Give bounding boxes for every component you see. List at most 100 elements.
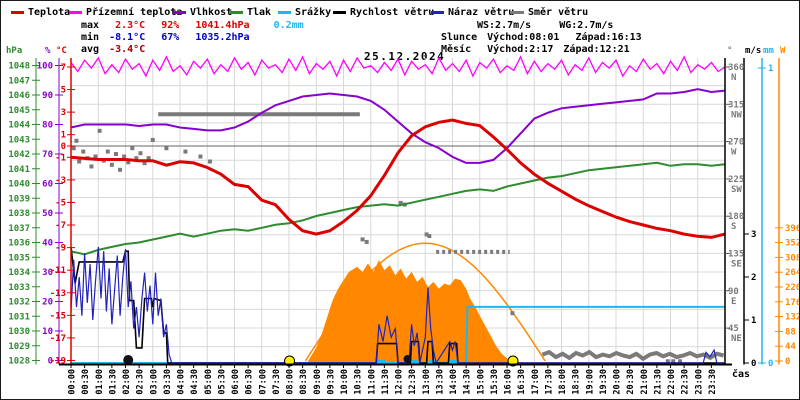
legend-item: Směr větru bbox=[511, 6, 588, 18]
axis-tick-label: 176 bbox=[785, 298, 799, 308]
wind-direction-point bbox=[164, 146, 169, 151]
legend-label: Přízemní teplota bbox=[86, 6, 183, 18]
time-tick-label: 22:30 bbox=[681, 369, 691, 395]
wind-direction-point bbox=[146, 156, 151, 161]
min-temp: -8.1°C bbox=[109, 32, 146, 43]
axis-tick-label: -1 bbox=[55, 153, 66, 163]
axis-tick-label: 315 bbox=[728, 100, 744, 110]
naraz-color-dash bbox=[431, 10, 444, 14]
moon-label: Měsíc bbox=[441, 44, 472, 55]
max-temp: 2.3°C bbox=[115, 20, 146, 31]
min-pressure: 1035.2hPa bbox=[195, 32, 250, 43]
axis-tick-label: 132 bbox=[785, 313, 799, 323]
max-humidity: 92% bbox=[161, 20, 180, 31]
axis-tick-label: °C bbox=[56, 46, 67, 56]
axis-tick-label: 1042 bbox=[8, 150, 30, 160]
sunset-time: Západ:16:13 bbox=[575, 32, 642, 43]
axis-tick-label: 0 bbox=[61, 142, 66, 152]
axis-tick-label: -17 bbox=[50, 334, 66, 344]
time-tick-label: 04:00 bbox=[177, 369, 187, 395]
time-tick-label: 08:30 bbox=[299, 369, 309, 395]
legend-item: Vlhkost bbox=[173, 6, 232, 18]
moonset-time: Západ:12:21 bbox=[563, 44, 630, 55]
wind-gust-max: WG:2.7m/s bbox=[559, 20, 614, 31]
wind-direction-point bbox=[74, 138, 79, 143]
legend-item: Rychlost větru bbox=[333, 6, 434, 18]
axis-tick-label: ° bbox=[727, 46, 732, 56]
axis-tick-label: -5 bbox=[55, 198, 66, 208]
time-tick-label: 05:00 bbox=[204, 369, 214, 395]
time-tick-label: 14:00 bbox=[449, 369, 459, 395]
axis-tick-label: 10 bbox=[42, 327, 53, 337]
axis-tick-label: 3 bbox=[751, 230, 756, 240]
legend-label: Vlhkost bbox=[190, 6, 233, 18]
time-tick-label: 01:30 bbox=[108, 369, 118, 395]
time-tick-label: 19:30 bbox=[599, 369, 609, 395]
legend-label: Náraz větru bbox=[448, 6, 515, 18]
axis-tick-label: 352 bbox=[785, 239, 799, 249]
axis-tick-label: 1044 bbox=[8, 121, 30, 131]
axis-tick-label: 50 bbox=[42, 209, 53, 219]
axis-tick-label: 1035 bbox=[8, 253, 30, 263]
stats-min-row: min -8.1°C 67% 1035.2hPa bbox=[81, 32, 250, 43]
time-tick-label: 21:00 bbox=[640, 369, 650, 395]
wind-direction-point bbox=[138, 151, 143, 156]
axis-tick-label: -19 bbox=[50, 357, 66, 367]
wind-direction-point bbox=[183, 149, 188, 154]
axis-tick-label: S bbox=[731, 222, 736, 232]
wind-speed-max: WS:2.7m/s bbox=[477, 20, 532, 31]
axis-tick-label: 7 bbox=[61, 63, 66, 73]
time-tick-label: 21:30 bbox=[653, 369, 663, 395]
time-tick-label: 16:00 bbox=[504, 369, 514, 395]
sun-label: Slunce bbox=[441, 32, 478, 43]
legend-item: Přízemní teplota bbox=[69, 6, 182, 18]
moonset-marker bbox=[403, 355, 412, 363]
wind-direction-point bbox=[364, 239, 369, 244]
rychlost-color-dash bbox=[333, 10, 346, 14]
axis-tick-label: 2 bbox=[751, 273, 756, 283]
axis-tick-label: 1029 bbox=[8, 342, 30, 352]
date-title: 25.12.2024 bbox=[364, 50, 446, 63]
wind-direction-point bbox=[89, 164, 94, 169]
time-tick-label: 16:30 bbox=[517, 369, 527, 395]
max-pressure: 1041.4hPa bbox=[195, 20, 250, 31]
axis-tick-label: -11 bbox=[50, 266, 66, 276]
legend-label: Rychlost větru bbox=[350, 6, 435, 18]
wind-direction-point bbox=[398, 200, 403, 205]
wind-direction-point bbox=[427, 234, 432, 239]
time-tick-label: 09:00 bbox=[313, 369, 323, 395]
avg-temp: -3.4°C bbox=[109, 44, 146, 55]
vlhkost-color-dash bbox=[173, 10, 186, 14]
axis-tick-label: 220 bbox=[785, 283, 799, 293]
wind-direction-point bbox=[665, 359, 670, 364]
min-label: min bbox=[81, 32, 100, 43]
time-tick-label: 17:30 bbox=[544, 369, 554, 395]
time-tick-label: 18:00 bbox=[558, 369, 568, 395]
legend-item: Tlak bbox=[230, 6, 271, 18]
axis-tick-label: 1039 bbox=[8, 194, 30, 204]
axis-tick-label: m/s bbox=[745, 46, 761, 56]
smer-color-dash bbox=[511, 10, 524, 14]
axis-tick-label: 0 bbox=[768, 359, 773, 369]
axis-tick-label: 1048 bbox=[8, 62, 30, 72]
time-tick-label: 13:00 bbox=[422, 369, 432, 395]
sun-info: Slunce Východ:08:01 Západ:16:13 bbox=[441, 32, 642, 43]
time-axis-label: čas bbox=[732, 369, 751, 380]
axis-tick-label: 40 bbox=[42, 239, 53, 249]
axis-tick-label: mm bbox=[763, 46, 774, 56]
axis-tick-label: 1041 bbox=[8, 165, 30, 175]
axis-tick-label: -13 bbox=[50, 289, 66, 299]
axis-tick-label: 60 bbox=[42, 180, 53, 190]
time-tick-label: 15:30 bbox=[490, 369, 500, 395]
axis-tick-label: N bbox=[731, 73, 736, 83]
max-label: max bbox=[81, 20, 100, 31]
axis-tick-label: 180 bbox=[728, 212, 744, 222]
time-tick-label: 02:30 bbox=[136, 369, 146, 395]
time-tick-label: 11:00 bbox=[367, 369, 377, 395]
time-tick-label: 23:30 bbox=[708, 369, 718, 395]
legend-label: Směr větru bbox=[528, 6, 589, 18]
sunrise-time: Východ:08:01 bbox=[487, 32, 560, 43]
axis-tick-label: SE bbox=[731, 260, 742, 270]
